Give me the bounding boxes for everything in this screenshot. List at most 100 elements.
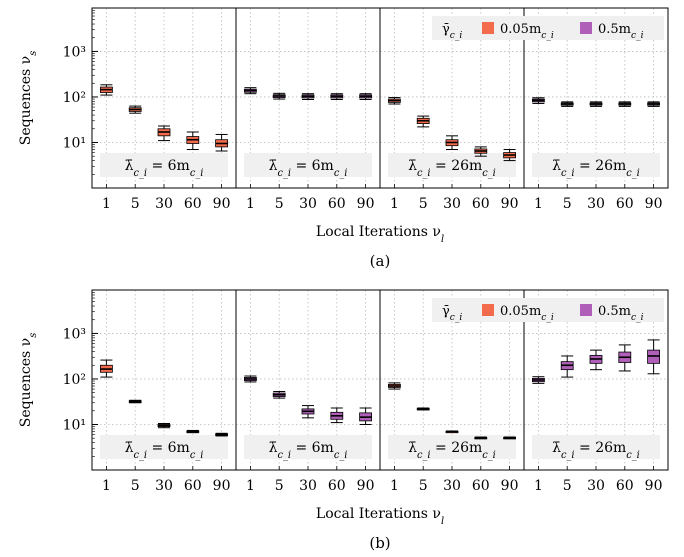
box-30: [445, 430, 459, 434]
box-1: [100, 359, 113, 378]
box-1: [387, 382, 401, 390]
x-tick-label: 1: [390, 196, 399, 212]
y-axis-title: Sequences νs: [18, 333, 39, 427]
box-60: [330, 407, 344, 424]
box-30: [589, 349, 603, 371]
x-tick-label: 60: [616, 478, 634, 494]
box-30: [157, 423, 171, 429]
x-tick-label: 5: [563, 478, 572, 494]
box-5: [128, 105, 142, 114]
legend-entry-label: 0.5mc_i: [598, 22, 644, 41]
panel-4: [532, 97, 660, 107]
x-tick-label: 1: [102, 478, 111, 494]
box-60: [618, 101, 632, 107]
box-30: [589, 101, 603, 107]
legend-swatch: [580, 304, 592, 316]
box-90: [647, 101, 660, 107]
x-tick-label: 30: [587, 478, 605, 494]
x-tick-label: 60: [328, 196, 346, 212]
box-5: [560, 101, 574, 107]
x-tick-label: 90: [213, 478, 231, 494]
legend-swatch: [482, 22, 494, 34]
x-tick-label: 1: [246, 478, 255, 494]
legend-entry-label: 0.05mc_i: [500, 22, 554, 41]
y-tick-label: 10¹: [63, 135, 86, 151]
box-60: [330, 93, 344, 100]
box-5: [416, 115, 430, 128]
panel-caption: (a): [370, 252, 391, 270]
x-tick-label: 90: [357, 196, 375, 212]
x-tick-label: 90: [645, 196, 663, 212]
legend-title: γ̄c_i: [442, 22, 462, 41]
box-5: [128, 399, 142, 404]
y-tick-label: 10²: [63, 90, 86, 106]
panel-caption: (b): [369, 534, 390, 552]
panel-1: [100, 84, 229, 152]
box-5: [272, 92, 286, 100]
x-axis-title: Local Iterations νl: [316, 224, 444, 245]
box-90: [647, 339, 660, 375]
box-90: [503, 436, 517, 440]
box-90: [215, 133, 229, 152]
legend-entry-label: 0.05mc_i: [500, 304, 554, 323]
box-5: [416, 407, 430, 411]
panel-2: [243, 375, 373, 425]
x-tick-label: 5: [275, 196, 284, 212]
box-30: [445, 135, 459, 151]
panel-label: λ̄c_i = 26mc_i: [552, 440, 640, 461]
y-tick-label: 10³: [63, 44, 86, 60]
panel-label-background: [388, 153, 516, 177]
x-tick-label: 1: [102, 196, 111, 212]
x-tick-label: 60: [184, 478, 202, 494]
x-tick-label: 30: [443, 196, 461, 212]
x-tick-label: 30: [587, 196, 605, 212]
x-tick-label: 60: [328, 478, 346, 494]
panel-label-background: [100, 435, 228, 459]
x-tick-label: 30: [155, 196, 173, 212]
box-30: [157, 125, 171, 142]
panel-2: [243, 87, 373, 100]
x-tick-label: 5: [563, 196, 572, 212]
panel-label: λ̄c_i = 26mc_i: [408, 158, 496, 179]
x-tick-label: 1: [246, 196, 255, 212]
panel-1: [100, 359, 229, 437]
x-tick-label: 30: [155, 478, 173, 494]
box-90: [503, 149, 517, 162]
y-tick-label: 10¹: [63, 417, 86, 433]
x-tick-label: 60: [184, 196, 202, 212]
x-tick-label: 90: [501, 196, 519, 212]
chart-b: λ̄c_i = 6mc_i λ̄c_i = 6mc_i λ̄c_i = 26mc_i…: [18, 289, 669, 552]
panel-label: λ̄c_i = 26mc_i: [408, 440, 496, 461]
panel-label-background: [100, 153, 228, 177]
box-90: [359, 93, 373, 100]
box-1: [532, 376, 545, 384]
box-30: [301, 405, 315, 419]
box-90: [215, 432, 229, 437]
x-tick-label: 90: [357, 478, 375, 494]
legend-swatch: [580, 22, 592, 34]
panel-label: λ̄c_i = 6mc_i: [125, 158, 204, 179]
box-60: [618, 344, 632, 372]
box-5: [272, 391, 286, 399]
legend-background: [432, 298, 664, 322]
x-axis-title: Local Iterations νl: [316, 506, 444, 527]
plot-frame: [91, 7, 669, 189]
legend-swatch: [482, 304, 494, 316]
x-tick-label: 90: [645, 478, 663, 494]
box-5: [560, 355, 574, 378]
x-tick-label: 5: [131, 196, 140, 212]
x-tick-label: 30: [443, 478, 461, 494]
x-tick-label: 1: [390, 478, 399, 494]
box-60: [186, 429, 200, 434]
box-60: [474, 436, 488, 440]
legend: γ̄c_i 0.05mc_i 0.5mc_i: [432, 298, 664, 323]
legend: γ̄c_i 0.05mc_i 0.5mc_i: [432, 16, 664, 41]
panel-3: [387, 97, 517, 162]
x-tick-label: 5: [419, 478, 428, 494]
panel-4: [532, 339, 660, 384]
box-60: [474, 146, 488, 157]
panel-label: λ̄c_i = 26mc_i: [552, 158, 640, 179]
panel-label: λ̄c_i = 6mc_i: [269, 158, 348, 179]
x-tick-label: 5: [131, 478, 140, 494]
x-tick-label: 5: [275, 478, 284, 494]
